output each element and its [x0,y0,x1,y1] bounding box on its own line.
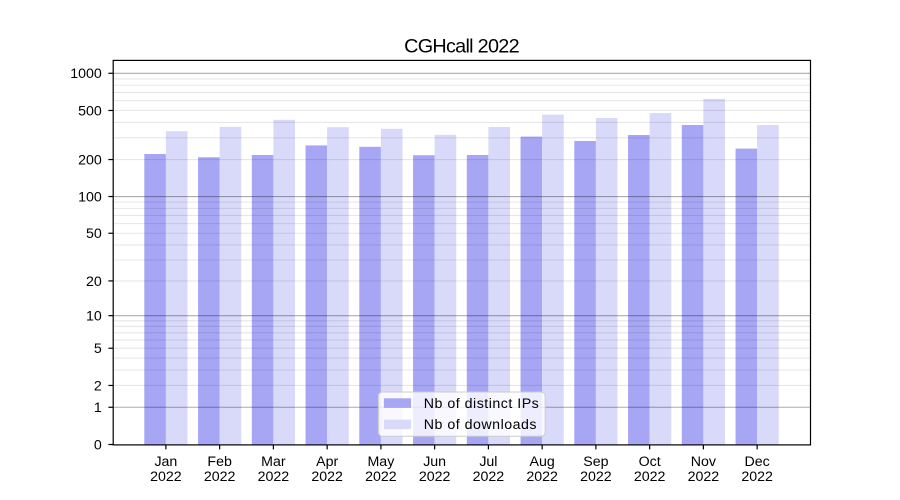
svg-text:5: 5 [94,341,102,357]
svg-text:Apr: Apr [316,454,338,470]
svg-text:200: 200 [78,152,102,168]
svg-text:CGHcall 2022: CGHcall 2022 [404,35,519,57]
svg-text:Nb of downloads: Nb of downloads [424,417,537,433]
svg-text:Feb: Feb [207,454,232,470]
svg-text:2022: 2022 [688,469,720,485]
svg-text:1: 1 [94,400,102,416]
svg-text:2022: 2022 [473,469,505,485]
svg-text:Jul: Jul [479,454,497,470]
svg-text:2022: 2022 [258,469,290,485]
svg-text:2022: 2022 [150,469,182,485]
svg-text:2022: 2022 [204,469,236,485]
svg-text:Jan: Jan [154,454,177,470]
svg-text:2022: 2022 [365,469,397,485]
svg-text:2: 2 [94,378,102,394]
svg-text:Sep: Sep [583,454,608,470]
svg-text:May: May [367,454,395,470]
svg-text:2022: 2022 [634,469,666,485]
svg-text:Nov: Nov [691,454,717,470]
svg-text:2022: 2022 [311,469,343,485]
svg-text:2022: 2022 [419,469,451,485]
svg-text:Mar: Mar [261,454,286,470]
svg-text:1000: 1000 [70,66,102,82]
svg-text:500: 500 [78,103,102,119]
svg-text:2022: 2022 [741,469,773,485]
svg-text:2022: 2022 [580,469,612,485]
svg-text:Dec: Dec [745,454,770,470]
svg-text:10: 10 [86,309,102,325]
svg-text:2022: 2022 [526,469,558,485]
svg-text:0: 0 [94,437,102,453]
svg-text:100: 100 [78,189,102,205]
svg-text:50: 50 [86,226,102,242]
svg-text:Oct: Oct [639,454,661,470]
svg-text:Aug: Aug [530,454,555,470]
svg-text:Jun: Jun [423,454,446,470]
svg-text:20: 20 [86,274,102,290]
svg-text:Nb of distinct IPs: Nb of distinct IPs [424,396,539,412]
